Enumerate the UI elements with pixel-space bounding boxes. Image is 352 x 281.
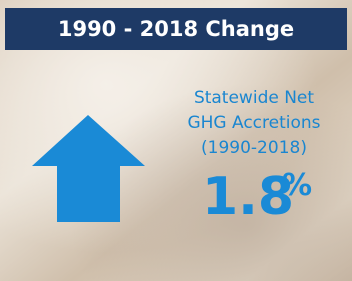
big-value: 1.8: [202, 167, 294, 227]
body-line: (1990-2018): [201, 138, 307, 158]
body-line: Statewide Net: [194, 88, 314, 108]
body-line: GHG Accretions: [187, 113, 320, 133]
info-tile: 1990 - 2018 Change Statewide Net GHG Acc…: [0, 0, 352, 281]
value-unit: %: [282, 168, 312, 203]
header-title: 1990 - 2018 Change: [58, 17, 294, 41]
